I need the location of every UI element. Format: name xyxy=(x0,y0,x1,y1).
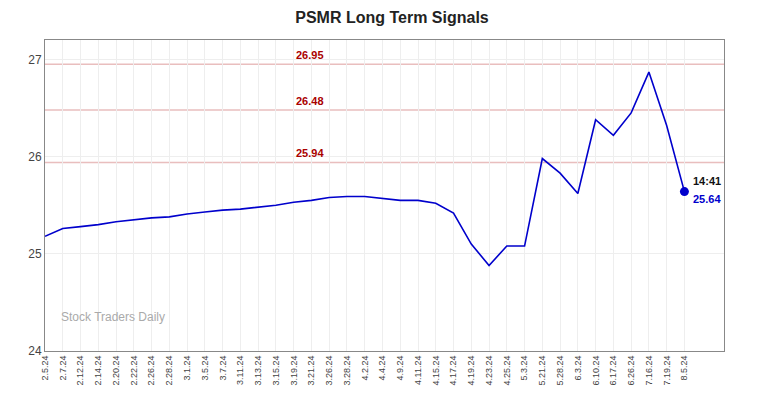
svg-text:14:41: 14:41 xyxy=(693,175,721,187)
svg-text:2.20.24: 2.20.24 xyxy=(111,356,121,386)
svg-text:2.14.24: 2.14.24 xyxy=(93,356,103,386)
svg-text:3.21.24: 3.21.24 xyxy=(306,356,316,386)
svg-text:Stock Traders Daily: Stock Traders Daily xyxy=(61,310,165,324)
svg-text:5.28.24: 5.28.24 xyxy=(555,356,565,386)
svg-text:4.25.24: 4.25.24 xyxy=(502,356,512,386)
svg-text:27: 27 xyxy=(28,53,42,67)
svg-text:7.19.24: 7.19.24 xyxy=(662,356,672,386)
svg-text:3.5.24: 3.5.24 xyxy=(200,356,210,381)
svg-text:5.21.24: 5.21.24 xyxy=(537,356,547,386)
svg-text:4.2.24: 4.2.24 xyxy=(360,356,370,381)
svg-text:25.94: 25.94 xyxy=(296,147,324,159)
svg-text:2.7.24: 2.7.24 xyxy=(58,356,68,381)
svg-text:2.5.24: 2.5.24 xyxy=(40,356,50,381)
svg-text:PSMR Long Term Signals: PSMR Long Term Signals xyxy=(295,9,489,26)
svg-text:2.28.24: 2.28.24 xyxy=(164,356,174,386)
svg-text:24: 24 xyxy=(28,344,42,358)
svg-text:4.15.24: 4.15.24 xyxy=(431,356,441,386)
svg-text:26.95: 26.95 xyxy=(296,49,324,61)
svg-text:3.7.24: 3.7.24 xyxy=(218,356,228,381)
svg-text:6.17.24: 6.17.24 xyxy=(608,356,618,386)
svg-text:3.19.24: 3.19.24 xyxy=(289,356,299,386)
svg-text:26.48: 26.48 xyxy=(296,95,324,107)
svg-text:25: 25 xyxy=(28,247,42,261)
svg-text:2.22.24: 2.22.24 xyxy=(129,356,139,386)
svg-text:3.1.24: 3.1.24 xyxy=(182,356,192,381)
svg-text:4.23.24: 4.23.24 xyxy=(484,356,494,386)
svg-text:25.64: 25.64 xyxy=(693,193,721,205)
svg-text:4.11.24: 4.11.24 xyxy=(413,356,423,385)
svg-text:6.3.24: 6.3.24 xyxy=(573,356,583,381)
svg-text:4.17.24: 4.17.24 xyxy=(448,356,458,386)
svg-text:6.26.24: 6.26.24 xyxy=(626,356,636,386)
svg-text:3.11.24: 3.11.24 xyxy=(235,356,245,385)
svg-text:3.13.24: 3.13.24 xyxy=(253,356,263,386)
svg-text:5.3.24: 5.3.24 xyxy=(519,356,529,381)
svg-text:4.9.24: 4.9.24 xyxy=(395,356,405,381)
svg-text:4.4.24: 4.4.24 xyxy=(377,356,387,381)
svg-text:26: 26 xyxy=(28,150,42,164)
svg-text:3.26.24: 3.26.24 xyxy=(324,356,334,386)
svg-text:3.28.24: 3.28.24 xyxy=(342,356,352,386)
svg-text:2.26.24: 2.26.24 xyxy=(146,356,156,386)
svg-text:2.12.24: 2.12.24 xyxy=(75,356,85,386)
svg-text:3.15.24: 3.15.24 xyxy=(271,356,281,386)
svg-text:7.16.24: 7.16.24 xyxy=(644,356,654,386)
svg-text:4.19.24: 4.19.24 xyxy=(466,356,476,386)
svg-text:8.5.24: 8.5.24 xyxy=(679,356,689,381)
svg-text:6.10.24: 6.10.24 xyxy=(591,356,601,386)
